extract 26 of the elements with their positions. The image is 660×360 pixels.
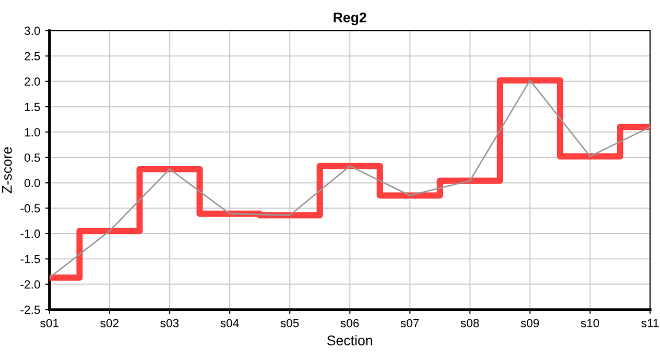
- y-tick-label: 0.0: [24, 178, 40, 188]
- y-tick-label: 0.5: [24, 153, 40, 162]
- x-axis-title: Section: [327, 335, 372, 346]
- y-tick-label: 3.0: [24, 26, 40, 35]
- y-tick-label: -1.0: [20, 230, 40, 238]
- y-tick-label: -0.5: [20, 204, 40, 213]
- x-tick-label: s10: [580, 318, 600, 328]
- x-tick-label: s01: [40, 318, 58, 328]
- y-tick-label: -1.5: [20, 255, 40, 264]
- x-tick-label: s09: [520, 318, 539, 328]
- x-tick-label: s02: [100, 318, 118, 328]
- x-tick-label: s07: [400, 318, 419, 328]
- x-tick-label: s03: [160, 318, 179, 328]
- y-tick-label: 1.5: [24, 102, 40, 112]
- y-tick-label: -2.5: [20, 306, 40, 314]
- x-tick-label: s08: [460, 318, 479, 328]
- x-tick-label: s05: [280, 318, 299, 328]
- x-tick-label: s11: [641, 319, 659, 328]
- y-axis-title: Z-score: [2, 147, 12, 194]
- y-tick-label: 1.0: [24, 128, 40, 136]
- x-tick-label: s04: [220, 318, 239, 328]
- chart-title: Reg2: [334, 12, 366, 26]
- y-tick-label: 2.5: [24, 52, 40, 60]
- x-tick-label: s06: [340, 318, 359, 328]
- y-tick-label: -2.0: [20, 280, 40, 289]
- y-tick-label: 2.0: [24, 77, 40, 86]
